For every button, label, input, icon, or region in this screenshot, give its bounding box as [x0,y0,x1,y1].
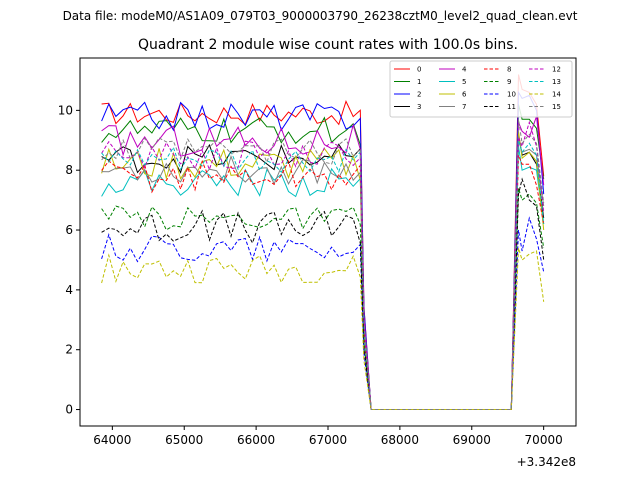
legend-label: 10 [507,91,516,99]
series-line-15 [101,119,545,410]
legend-label: 9 [507,78,511,86]
legend-label: 1 [417,78,421,86]
legend-label: 13 [552,78,561,86]
x-tick-label: 68000 [381,433,419,447]
x-tick-label: 64000 [93,433,131,447]
x-axis: 64000 65000 66000 67000 68000 69000 70000 [93,426,563,447]
legend-label: 8 [507,66,511,74]
x-tick-label: 67000 [309,433,347,447]
legend-label: 3 [417,103,421,111]
series-layer [101,74,545,410]
x-offset-label: +3.342e8 [517,455,576,469]
x-tick-label: 65000 [165,433,203,447]
suptitle: Data file: modeM0/AS1A09_079T03_90000037… [63,9,578,23]
chart-title: Quadrant 2 module wise count rates with … [138,37,518,53]
y-tick-label: 0 [65,403,73,417]
legend-label: 14 [552,91,561,99]
x-tick-label: 66000 [237,433,275,447]
y-tick-label: 6 [65,223,73,237]
y-tick-label: 4 [65,283,73,297]
plot-area [80,58,576,426]
series-line-10 [101,216,545,410]
legend-label: 15 [552,103,561,111]
legend-label: 12 [552,66,561,74]
legend-label: 0 [417,66,421,74]
legend-label: 6 [462,91,467,99]
x-tick-label: 69000 [453,433,491,447]
legend-label: 5 [462,78,466,86]
x-tick-label: 70000 [525,433,563,447]
series-line-12 [101,120,545,410]
legend-label: 4 [462,66,467,74]
legend-label: 7 [462,103,466,111]
legend-frame [389,60,573,118]
legend-label: 2 [417,91,421,99]
y-tick-label: 2 [65,343,73,357]
series-line-14 [101,247,545,410]
y-tick-label: 8 [65,163,73,177]
legend-label: 11 [507,103,516,111]
y-axis: 0 2 4 6 8 10 [58,103,80,417]
y-tick-label: 10 [58,103,73,117]
